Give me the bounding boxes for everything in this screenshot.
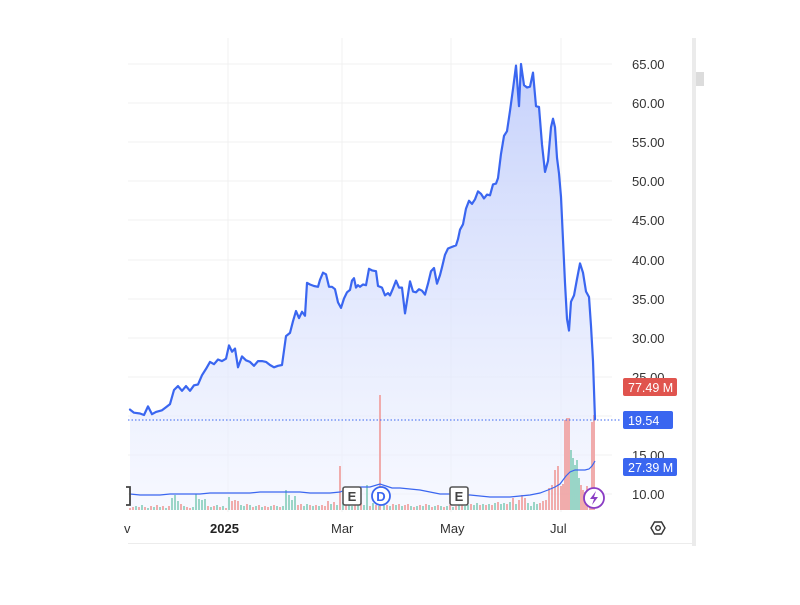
price-last-tag: 19.54 — [623, 411, 673, 429]
volume-last-tag: 77.49 M — [623, 378, 677, 396]
y-axis-label: 50.00 — [632, 174, 665, 189]
y-axis-label: 65.00 — [632, 57, 665, 72]
marker-lightning[interactable] — [583, 487, 605, 509]
x-axis-label: v — [124, 521, 131, 536]
marker-bracket[interactable] — [126, 486, 131, 506]
svg-text:19.54: 19.54 — [628, 414, 659, 428]
marker-e[interactable]: E — [342, 486, 362, 506]
x-axis-label: Mar — [331, 521, 354, 536]
hexagon-gear-icon[interactable] — [650, 521, 666, 535]
volume-moving-average — [129, 460, 596, 498]
svg-text:27.39 M: 27.39 M — [628, 461, 673, 475]
x-axis-labels: v 2025 Mar May Jul — [124, 521, 567, 536]
scrollbar-thumb[interactable] — [696, 72, 704, 86]
svg-text:D: D — [376, 489, 385, 504]
price-line[interactable] — [128, 62, 597, 421]
svg-text:E: E — [455, 489, 464, 504]
x-axis-label: 2025 — [210, 521, 239, 536]
price-area-fill — [130, 64, 595, 510]
marker-d[interactable]: D — [371, 486, 391, 506]
y-axis-label: 40.00 — [632, 253, 665, 268]
settings-button[interactable] — [650, 521, 666, 535]
y-axis-label: 30.00 — [632, 331, 665, 346]
price-tags: 77.49 M 19.54 27.39 M — [623, 378, 677, 476]
y-axis-label: 55.00 — [632, 135, 665, 150]
y-axis-label: 35.00 — [632, 292, 665, 307]
x-axis-label: Jul — [550, 521, 567, 536]
vertical-scrollbar[interactable] — [692, 38, 696, 546]
y-axis-label: 60.00 — [632, 96, 665, 111]
y-axis-label: 45.00 — [632, 213, 665, 228]
x-axis-label: May — [440, 521, 465, 536]
svg-text:E: E — [348, 489, 357, 504]
y-axis-labels: 65.00 60.00 55.00 50.00 45.00 40.00 35.00 30.00… — [632, 57, 665, 502]
bottom-divider — [128, 543, 692, 544]
svg-text:77.49 M: 77.49 M — [628, 381, 673, 395]
volume-ma-tag: 27.39 M — [623, 458, 677, 476]
y-axis-label: 10.00 — [632, 487, 665, 502]
marker-e[interactable]: E — [449, 486, 469, 506]
lightning-icon — [590, 491, 598, 505]
